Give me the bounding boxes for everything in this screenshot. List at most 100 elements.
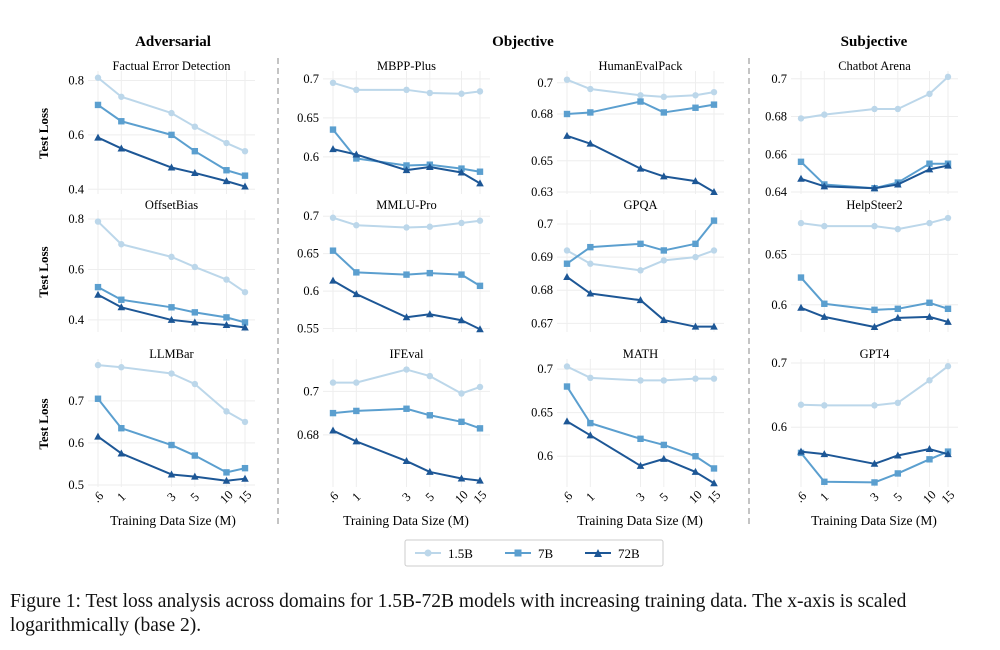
data-point bbox=[797, 447, 805, 455]
data-point bbox=[926, 160, 933, 167]
data-point bbox=[353, 269, 360, 276]
data-point bbox=[894, 305, 902, 313]
data-point bbox=[329, 126, 337, 133]
data-point bbox=[191, 452, 199, 459]
series-line bbox=[800, 306, 949, 328]
data-point bbox=[403, 366, 410, 373]
data-point bbox=[329, 379, 337, 386]
data-point bbox=[191, 318, 199, 326]
x-tick-label: 1 bbox=[114, 490, 128, 504]
data-point bbox=[94, 101, 102, 109]
x-tick-label: 15 bbox=[939, 488, 958, 507]
y-axis-label: Test Loss bbox=[36, 108, 51, 159]
data-point bbox=[458, 390, 465, 397]
group-title-adversarial: Adversarial bbox=[135, 34, 211, 50]
data-point bbox=[587, 109, 594, 116]
panel-llmbar: .6 1 3 5 10 15 0.7 0.6 0.5 LLMBar Test Loss bbox=[36, 347, 255, 506]
panel-title: Factual Error Detection bbox=[112, 59, 231, 73]
data-point bbox=[660, 454, 668, 462]
data-point bbox=[636, 164, 645, 172]
legend-label-72b: 72B bbox=[618, 546, 640, 561]
data-point bbox=[563, 272, 571, 280]
x-tick-label: 15 bbox=[705, 488, 724, 507]
data-point bbox=[476, 217, 484, 224]
data-point bbox=[403, 224, 410, 231]
data-point bbox=[563, 383, 571, 390]
data-point bbox=[710, 88, 718, 96]
x-tick-label: 1 bbox=[817, 490, 831, 504]
y-tick-label: 0.7 bbox=[68, 394, 84, 408]
series-72b bbox=[797, 161, 952, 192]
x-axis-label-adversarial: Training Data Size (M) bbox=[110, 513, 236, 528]
data-point bbox=[944, 214, 952, 222]
data-point bbox=[587, 243, 594, 251]
data-point bbox=[820, 450, 829, 458]
data-point bbox=[691, 322, 700, 330]
data-point bbox=[94, 361, 102, 369]
data-point bbox=[167, 470, 176, 478]
legend-label-7b: 7B bbox=[538, 546, 554, 561]
data-point bbox=[926, 456, 933, 463]
data-point bbox=[710, 479, 718, 487]
x-tick-label: 5 bbox=[188, 490, 202, 504]
data-point bbox=[691, 177, 700, 185]
panel-gpt4: .6 1 3 5 10 15 0.7 0.6 GPT4 bbox=[771, 347, 958, 506]
series-1-5b bbox=[94, 218, 249, 296]
data-point bbox=[691, 467, 700, 475]
data-point bbox=[94, 133, 102, 141]
data-point bbox=[476, 168, 484, 175]
data-point bbox=[692, 253, 699, 261]
data-point bbox=[820, 312, 829, 320]
data-point bbox=[476, 476, 484, 484]
data-point bbox=[870, 184, 879, 192]
data-point bbox=[457, 316, 466, 324]
y-tick-label: 0.7 bbox=[537, 76, 553, 90]
y-tick-label: 0.6 bbox=[303, 284, 319, 298]
x-tick-label: 10 bbox=[686, 488, 705, 507]
panel-factual-error-detection: 0.8 0.6 0.4 Factual Error Detection Test Los… bbox=[36, 59, 255, 196]
data-point bbox=[870, 322, 879, 330]
data-point bbox=[353, 222, 360, 229]
data-point bbox=[426, 412, 434, 419]
x-tick-label: 5 bbox=[423, 490, 437, 504]
series-7b bbox=[94, 395, 249, 476]
data-point bbox=[241, 418, 249, 426]
data-point bbox=[660, 247, 668, 254]
y-tick-label: 0.7 bbox=[303, 72, 319, 86]
data-point bbox=[587, 85, 594, 93]
data-point bbox=[241, 172, 249, 179]
y-tick-label: 0.68 bbox=[531, 107, 553, 121]
series-line bbox=[566, 220, 715, 265]
data-point bbox=[353, 407, 360, 415]
data-point bbox=[944, 317, 952, 325]
series-line bbox=[800, 76, 949, 120]
data-point bbox=[426, 269, 434, 277]
data-point bbox=[403, 86, 410, 94]
series-7b bbox=[797, 274, 952, 314]
series-1-5b bbox=[94, 361, 249, 426]
data-point bbox=[926, 90, 933, 98]
data-point bbox=[476, 325, 484, 333]
series-7b bbox=[563, 98, 718, 118]
figure-caption: Figure 1: Test loss analysis across doma… bbox=[10, 591, 907, 636]
data-point bbox=[894, 470, 902, 477]
series-1-5b bbox=[563, 363, 718, 384]
group-title-subjective: Subjective bbox=[841, 34, 908, 50]
series-72b bbox=[329, 276, 484, 333]
x-tick-label: 10 bbox=[217, 488, 236, 507]
data-point bbox=[871, 402, 878, 409]
y-tick-label: 0.65 bbox=[531, 154, 553, 168]
series-line bbox=[97, 76, 246, 153]
data-point bbox=[118, 296, 125, 303]
legend-marker-7b bbox=[514, 549, 522, 557]
data-point bbox=[586, 431, 595, 439]
data-point bbox=[329, 247, 337, 254]
y-tick-label: 0.4 bbox=[68, 182, 84, 196]
data-point bbox=[894, 180, 902, 188]
data-point bbox=[403, 405, 410, 412]
y-tick-label: 0.6 bbox=[771, 298, 787, 312]
y-tick-label: 0.7 bbox=[303, 384, 319, 398]
series-72b bbox=[329, 145, 484, 187]
x-tick-label: 3 bbox=[164, 490, 178, 504]
